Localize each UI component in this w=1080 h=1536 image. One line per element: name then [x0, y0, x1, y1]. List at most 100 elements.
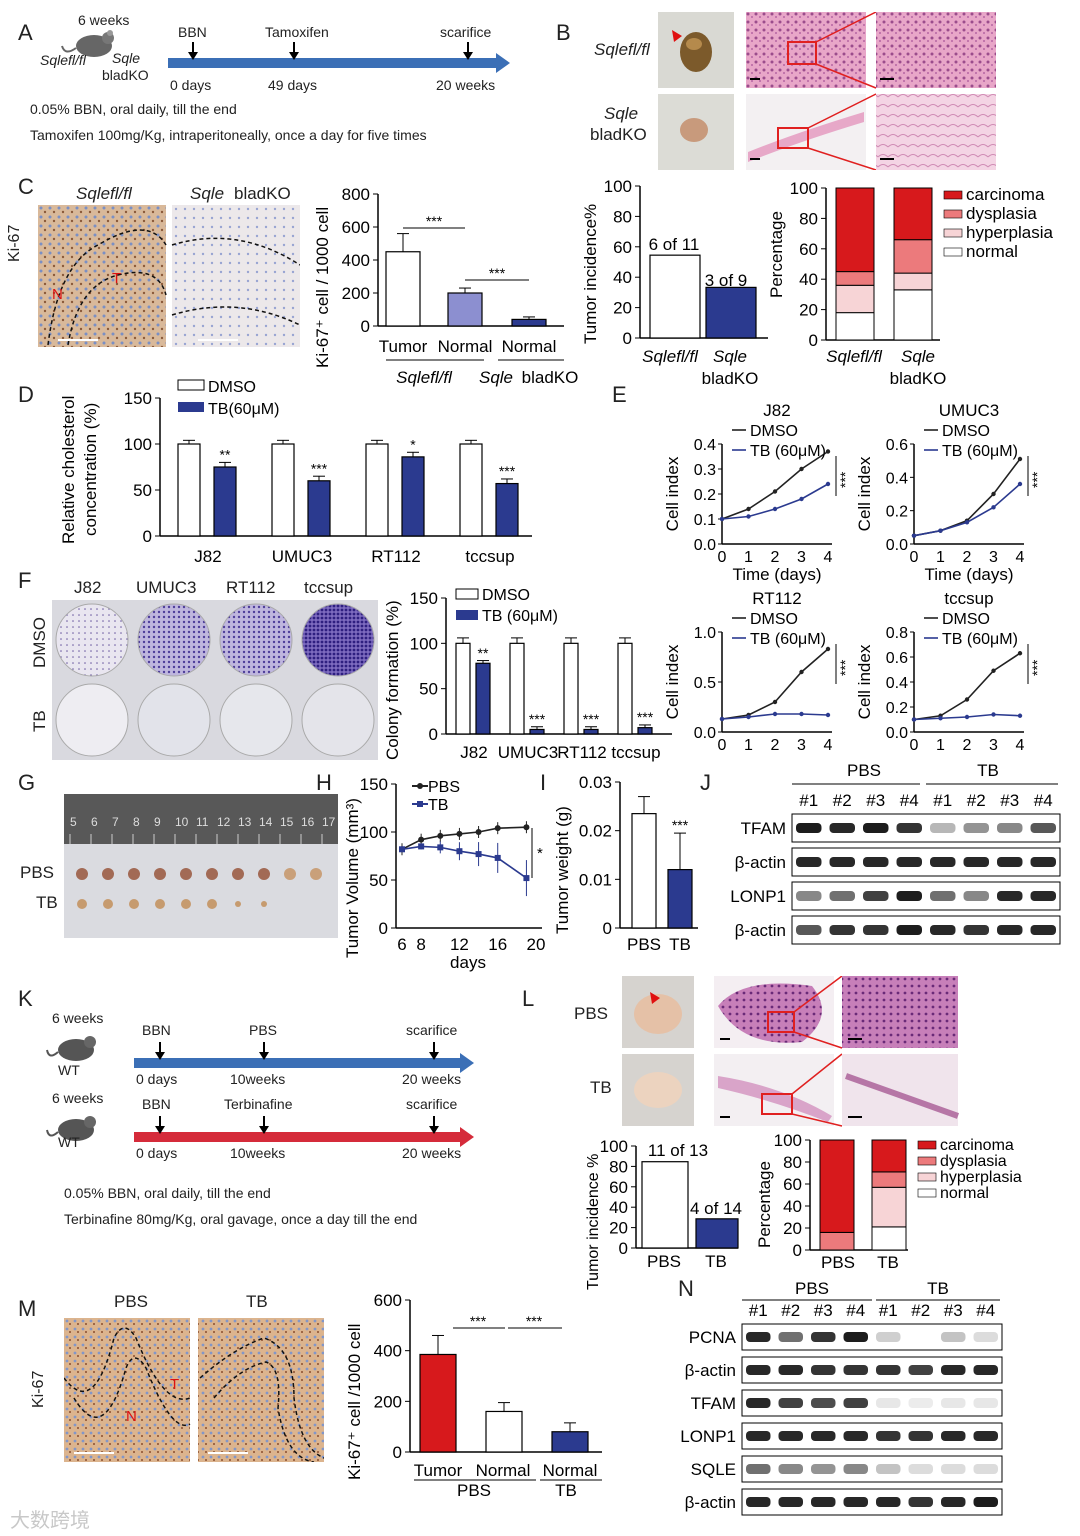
- a-geno1: Sqlefl/fl: [40, 52, 86, 68]
- d-cat-1: UMUC3: [272, 547, 332, 566]
- e-ytick-label-3-3: 0.6: [886, 650, 908, 667]
- c2-lab2: 3 of 9: [705, 271, 748, 290]
- f-sig-1: ***: [529, 711, 546, 727]
- j-lane-1: #2: [833, 791, 852, 810]
- c3-legend-swatch-2: [943, 228, 963, 238]
- e-ytick-label-3-1: 0.2: [886, 700, 908, 717]
- c3-legend-swatch-0: [943, 190, 963, 200]
- e-pt-0-1-1: [746, 514, 751, 519]
- k-r2-ev2: Terbinafine: [224, 1096, 293, 1112]
- n-band-4-3: [843, 1464, 868, 1474]
- h-tick-label-2: 100: [360, 823, 388, 842]
- h-pt-1-0: [399, 846, 405, 853]
- g-pbs-tumor-0: [76, 868, 88, 880]
- e-pt-2-1-2: [772, 711, 778, 717]
- e-leg1-1: DMSO: [942, 423, 990, 440]
- n-band-4-7: [973, 1464, 998, 1474]
- n-band-1-0: [746, 1365, 771, 1375]
- l2-x1: PBS: [821, 1253, 855, 1272]
- d-bar-tb-0: [213, 466, 237, 537]
- c3-seg-0-3: [835, 187, 875, 273]
- panel-letter-f: F: [18, 568, 32, 593]
- n-band-label-3: LONP1: [680, 1427, 736, 1446]
- a-ev2: Tamoxifen: [265, 24, 329, 40]
- n-band-4-6: [941, 1464, 966, 1474]
- n-band-4-1: [778, 1464, 803, 1474]
- j-band-2-6: [997, 891, 1023, 901]
- f-sig-3: ***: [637, 709, 654, 725]
- panel-letter-i: I: [540, 770, 547, 795]
- m-img1-label: PBS: [114, 1292, 149, 1311]
- e-sig-0: ***: [837, 471, 853, 488]
- n-band-3-5: [908, 1431, 933, 1441]
- panel-letter-n: N: [678, 1276, 694, 1301]
- e-xtick-1-1: 1: [936, 549, 945, 566]
- h-leg1: PBS: [428, 779, 460, 796]
- d-bar-dmso-3: [459, 443, 483, 537]
- j-lane-0: #1: [799, 791, 818, 810]
- g-pbs-tumor-3: [154, 868, 166, 880]
- j-band-3-3: [896, 925, 922, 935]
- g-pbs-tumor-7: [258, 868, 270, 880]
- g-ruler-num-7: 12: [217, 815, 231, 829]
- j-lane-5: #2: [967, 791, 986, 810]
- e-pt-2-1-3: [799, 711, 804, 717]
- panel-letter-h: H: [316, 770, 332, 795]
- d-tick-label-3: 150: [124, 389, 152, 408]
- c2-lab1: 6 of 11: [649, 235, 700, 254]
- n-band-4-0: [746, 1464, 771, 1474]
- n-band-3-6: [941, 1431, 966, 1441]
- f-row-0: DMSO: [30, 617, 49, 668]
- i-sig: ***: [672, 817, 689, 833]
- e-leg2-3: TB (60μM): [942, 631, 1018, 648]
- j-band-2-7: [1030, 891, 1056, 901]
- f-colony-chart: Colony formation (%) 0 50 100 150 ** J82 *** UM…: [383, 587, 672, 762]
- c3-seg-0-1: [835, 284, 875, 314]
- a-t1: 0 days: [170, 77, 212, 93]
- c-img2b-label: bladKO: [234, 184, 291, 203]
- e-pt-3-1-2: [964, 714, 970, 720]
- f-colony-plates: [52, 600, 378, 760]
- g-pbs-tumor-1: [102, 868, 114, 880]
- c-incidence-chart: Tumor incidence% 0 20 40 60 80 100 6 of 11 3 …: [581, 177, 768, 388]
- c3-legend-label-1: dysplasia: [966, 204, 1037, 223]
- c3-seg-0-2: [835, 271, 875, 286]
- d-bar-dmso-0: [177, 443, 201, 537]
- l2-seg-1-1: [871, 1186, 907, 1228]
- g-pbs-tumor-9: [310, 868, 322, 880]
- k-note2: Terbinafine 80mg/Kg, oral gavage, once a…: [64, 1211, 418, 1227]
- c1-grp1: Sqlefl/fl: [396, 368, 453, 387]
- c3-tick-label-0: 0: [809, 331, 818, 350]
- n-band-2-6: [941, 1398, 966, 1408]
- i-ylabel: Tumor weight (g): [553, 806, 572, 934]
- n-band-0-2: [811, 1332, 836, 1342]
- c-ihc-images: [38, 205, 300, 347]
- c1-xcat-2: Normal: [502, 337, 557, 356]
- n-western-blot: PBS TB #1 #2 #3 #4 #1 #2 #3 #4 PCNA β-actin TFAM LO…: [680, 1279, 1003, 1516]
- e-pt-3-1-0: [911, 717, 917, 722]
- e-sig-3: ***: [1029, 659, 1045, 676]
- c3-seg-1-1: [893, 272, 933, 291]
- l1-x2: TB: [705, 1252, 727, 1271]
- f-col-1: UMUC3: [136, 578, 197, 597]
- d-cat-3: tccsup: [465, 547, 514, 566]
- n-band-2-4: [876, 1398, 901, 1408]
- d-tick-label-2: 100: [124, 435, 152, 454]
- m-ihc-images: [64, 1318, 324, 1462]
- a-ev3: scarifice: [440, 24, 492, 40]
- l2-tick-label-2: 40: [783, 1197, 802, 1216]
- g-pbs-tumor-2: [128, 868, 140, 880]
- l1-ylabel: Tumor incidence %: [585, 1154, 602, 1290]
- g-ruler-num-12: 17: [322, 815, 336, 829]
- n-band-2-1: [778, 1398, 803, 1408]
- e-line-1-1: [913, 483, 1021, 537]
- e-pt-3-0-2: [964, 697, 970, 702]
- d-bar-tb-2: [401, 456, 425, 537]
- e-xtick-1-3: 3: [989, 549, 998, 566]
- e-pt-2-1-0: [719, 716, 725, 722]
- h-pt-0-5: [494, 825, 501, 832]
- j-g2: TB: [977, 761, 999, 780]
- h-pt-0-4: [475, 829, 482, 835]
